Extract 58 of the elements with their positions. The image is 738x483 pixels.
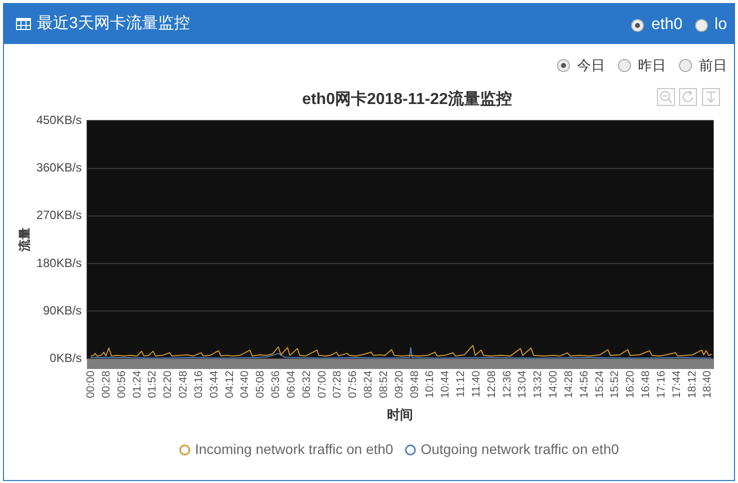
x-tick-label: 16:20 <box>624 370 637 398</box>
y-tick-label: 0KB/s <box>50 350 82 365</box>
x-tick-label: 05:08 <box>254 370 267 398</box>
x-tick-label: 14:56 <box>578 370 590 398</box>
x-tick-label: 09:48 <box>408 370 421 398</box>
text: 前日 <box>699 56 727 74</box>
x-tick-label: 13:32 <box>532 370 544 398</box>
x-tick-label: 14:00 <box>548 370 560 398</box>
x-tick-label: 08:24 <box>362 370 375 398</box>
x-tick-label: 15:24 <box>594 370 606 398</box>
x-tick-label: 15:52 <box>609 370 622 398</box>
x-tick-label: 07:28 <box>332 370 344 398</box>
y-tick-label: 180KB/s <box>36 256 82 270</box>
text: 今日 <box>577 56 605 74</box>
x-tick-label: 03:44 <box>208 370 220 398</box>
legend-label: Incoming network traffic on eth0 <box>195 440 394 457</box>
x-tick-label: 18:40 <box>702 370 714 398</box>
y-tick-label: 270KB/s <box>36 208 82 222</box>
legend-label: Outgoing network traffic on eth0 <box>420 440 620 457</box>
x-tick-label: 12:36 <box>501 370 514 398</box>
x-tick-label: 04:12 <box>224 370 236 398</box>
x-tick-label: 00:28 <box>100 370 112 398</box>
x-tick-label: 08:52 <box>378 370 390 398</box>
x-tick-label: 16:48 <box>640 370 652 398</box>
x-tick-label: 02:48 <box>178 370 190 398</box>
x-tick-label: 11:12 <box>455 370 468 398</box>
x-tick-label: 17:16 <box>655 370 668 398</box>
y-tick-label: 360KB/s <box>36 160 82 175</box>
x-tick-label: 09:20 <box>393 370 406 398</box>
x-tick-label: 11:40 <box>470 370 482 398</box>
x-tick-label: 07:56 <box>347 370 360 398</box>
chart-title: eth0网卡2018-11-22流量监控 <box>301 90 513 110</box>
x-tick-label: 13:04 <box>516 370 529 398</box>
x-tick-label: 10:44 <box>440 370 452 398</box>
x-tick-label: 18:12 <box>686 370 698 398</box>
x-tick-label: 17:44 <box>670 370 683 398</box>
text: 最近3天网卡流量监控 <box>37 14 190 33</box>
y-tick-label: 90KB/s <box>42 303 82 318</box>
x-tick-label: 12:08 <box>486 370 498 398</box>
text: lo <box>714 16 727 34</box>
x-tick-label: 02:20 <box>162 370 174 398</box>
x-tick-label: 01:52 <box>146 370 159 398</box>
x-tick-label: 04:40 <box>239 370 252 398</box>
x-tick-label: 06:32 <box>300 370 313 398</box>
x-tick-label: 00:00 <box>85 370 98 398</box>
x-tick-label: 00:56 <box>116 370 128 398</box>
x-tick-label: 14:28 <box>562 370 575 398</box>
x-tick-label: 05:36 <box>270 370 282 398</box>
text: eth0 <box>651 16 683 34</box>
x-tick-label: 01:24 <box>131 370 144 398</box>
y-axis-title: 流量 <box>18 228 32 253</box>
x-axis-title: 时间 <box>387 406 414 422</box>
y-tick-label: 450KB/s <box>36 113 82 128</box>
x-tick-label: 10:16 <box>424 370 436 398</box>
x-tick-label: 03:16 <box>192 370 205 398</box>
x-tick-label: 07:00 <box>316 370 328 398</box>
x-tick-label: 06:04 <box>285 370 298 398</box>
text: 昨日 <box>638 56 666 74</box>
